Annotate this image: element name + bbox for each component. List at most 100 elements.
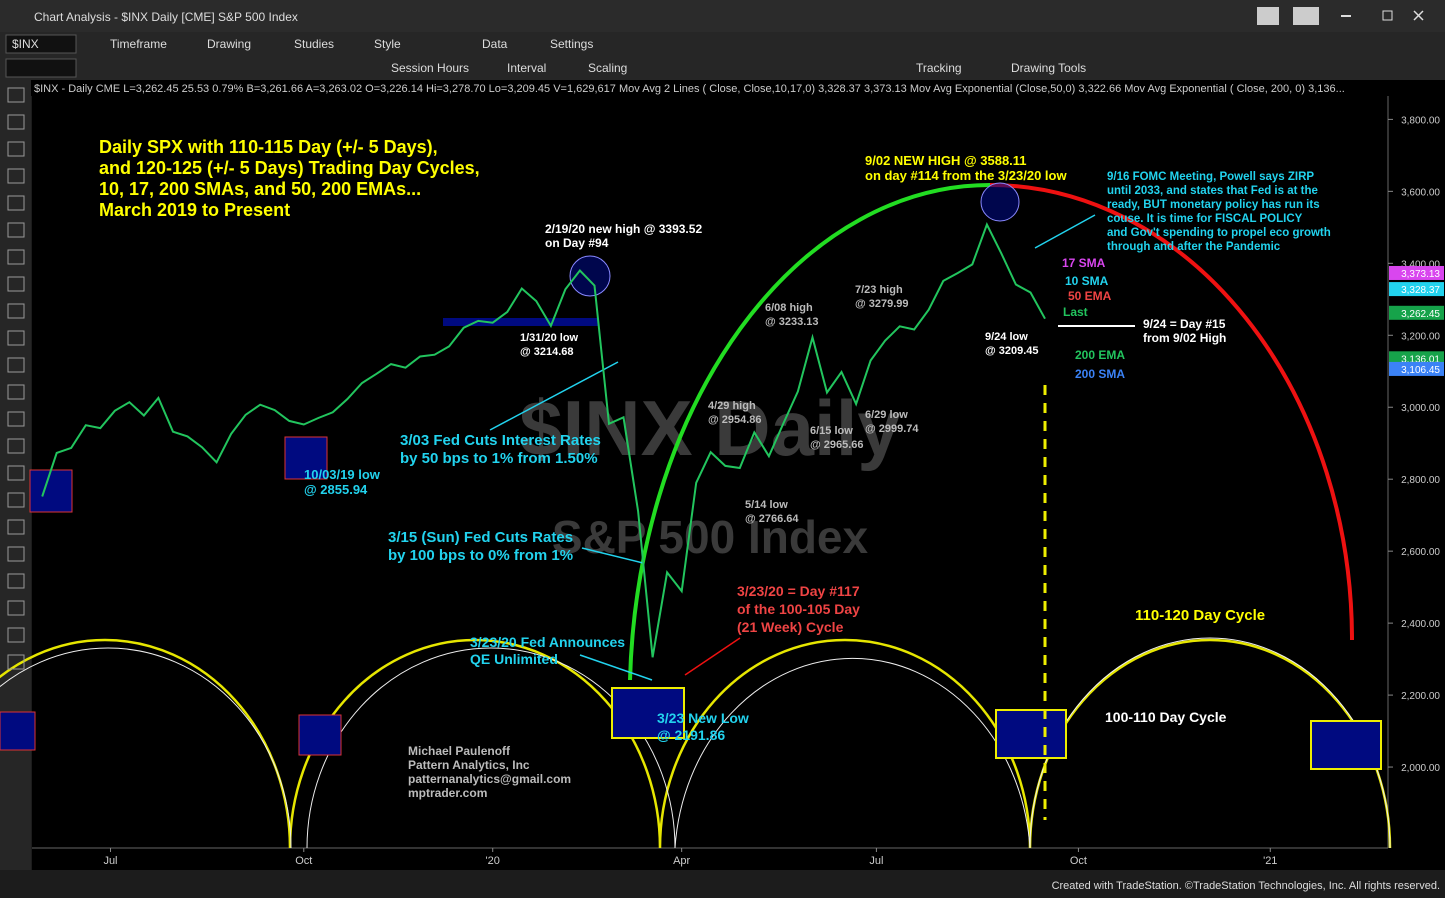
annotation: 10, 17, 200 SMAs, and 50, 200 EMAs... — [99, 179, 421, 199]
toolbar-item[interactable]: Scaling — [588, 61, 627, 75]
tool-icon[interactable] — [7, 141, 25, 157]
left-toolbar — [0, 80, 31, 870]
status-line: $INX - Daily CME L=3,262.45 25.53 0.79% … — [34, 83, 1345, 95]
pointer — [684, 637, 741, 676]
price-line — [41, 221, 1046, 658]
annotation: by 50 bps to 1% from 1.50% — [400, 450, 598, 467]
tool-icon[interactable] — [7, 654, 25, 670]
y-tick-label: 3,400.00 — [1401, 259, 1440, 270]
annotation: until 2033, and states that Fed is at th… — [1107, 185, 1318, 197]
annotation: 3/03 Fed Cuts Interest Rates — [400, 432, 601, 449]
menu-item[interactable]: Data — [482, 37, 508, 51]
toolbar-item[interactable]: Drawing Tools — [1011, 61, 1086, 75]
box — [443, 318, 598, 326]
price-flag — [1389, 265, 1444, 280]
tool-icon[interactable] — [7, 276, 25, 292]
pointers — [489, 214, 1096, 681]
tool-icon[interactable] — [7, 438, 25, 454]
tool-icon[interactable] — [7, 114, 25, 130]
annotation: 10 SMA — [1065, 274, 1109, 288]
tool-icon[interactable] — [7, 411, 25, 427]
interval-box[interactable] — [5, 58, 77, 78]
toolbar-item[interactable]: Interval — [507, 61, 546, 75]
close[interactable] — [1413, 10, 1424, 21]
price-flag-label: 3,328.37 — [1401, 285, 1440, 296]
menu-item[interactable]: Studies — [294, 37, 334, 51]
x-tick-label: Apr — [673, 855, 690, 867]
y-tick-label: 3,800.00 — [1401, 115, 1440, 126]
box — [1310, 720, 1382, 770]
annotation: @ 3214.68 — [520, 346, 574, 358]
annotation: @ 2855.94 — [304, 482, 368, 497]
annotation: @ 3279.99 — [855, 298, 909, 310]
title-bar — [0, 0, 1445, 32]
box — [298, 714, 342, 756]
status-bg — [0, 80, 1445, 96]
toolbar-item[interactable]: Tracking — [916, 61, 962, 75]
high-circle — [569, 255, 611, 297]
annotation: on day #114 from the 3/23/20 low — [865, 168, 1067, 183]
tool-icon[interactable] — [7, 465, 25, 481]
tool-icon[interactable] — [7, 195, 25, 211]
tool-icon[interactable] — [7, 492, 25, 508]
annotation: by 100 bps to 0% from 1% — [388, 547, 573, 564]
maximize[interactable] — [1382, 10, 1393, 21]
annotation: @ 2954.86 — [708, 414, 762, 426]
annotation: 9/02 NEW HIGH @ 3588.11 — [865, 153, 1027, 168]
menu-item[interactable]: Timeframe — [110, 37, 167, 51]
annotation: ready, BUT monetary policy has run its — [1107, 199, 1320, 211]
tool-icon[interactable] — [7, 87, 25, 103]
annotation: Daily SPX with 110-115 Day (+/- 5 Days), — [99, 137, 438, 157]
annotation: 9/24 = Day #15 — [1143, 317, 1226, 331]
price-flag-label: 3,262.45 — [1401, 309, 1440, 320]
minimize[interactable] — [1341, 15, 1351, 17]
pointer — [579, 654, 653, 681]
annotation: (21 Week) Cycle — [737, 619, 844, 635]
pointer — [489, 361, 619, 431]
cycle-boxes — [0, 318, 1382, 770]
menu-item[interactable]: Drawing — [207, 37, 251, 51]
annotation: 100-110 Day Cycle — [1105, 709, 1227, 725]
tool-icon[interactable] — [7, 573, 25, 589]
high-circle — [980, 182, 1020, 222]
x-tick-label: '21 — [1263, 855, 1277, 867]
tool-icon[interactable] — [7, 357, 25, 373]
price-flag — [1389, 361, 1444, 376]
tool-icon[interactable] — [7, 627, 25, 643]
annotation: Michael Paulenoff — [408, 744, 511, 758]
menu-item[interactable]: Style — [374, 37, 401, 51]
price-flag — [1389, 282, 1444, 297]
tool-icon[interactable] — [7, 168, 25, 184]
annotation: 200 SMA — [1075, 367, 1125, 381]
tool-icon[interactable] — [7, 249, 25, 265]
toolbar-item[interactable]: Session Hours — [391, 61, 469, 75]
symbol: $INX — [12, 37, 39, 51]
annotation: @ 2965.66 — [810, 439, 864, 451]
tool-icon[interactable] — [7, 600, 25, 616]
annotation: 7/23 high — [855, 284, 903, 296]
annotation: through and after the Pandemic — [1107, 241, 1281, 253]
annotation: 110-120 Day Cycle — [1135, 607, 1265, 624]
pointer — [581, 547, 644, 564]
btn-i[interactable] — [1293, 7, 1319, 25]
y-tick-label: 2,800.00 — [1401, 475, 1440, 486]
tool-icon[interactable] — [7, 519, 25, 535]
annotation: 5/14 low — [745, 499, 788, 511]
red-arc — [989, 183, 1354, 641]
menu-item[interactable]: Settings — [550, 37, 593, 51]
tool-icon[interactable] — [7, 384, 25, 400]
tool-icon[interactable] — [7, 330, 25, 346]
annotation: Pattern Analytics, Inc — [408, 758, 530, 772]
btn-s[interactable] — [1257, 7, 1279, 25]
annotation: 3/15 (Sun) Fed Cuts Rates — [388, 529, 573, 546]
tool-icon[interactable] — [7, 222, 25, 238]
symbol-box[interactable] — [5, 34, 77, 54]
window-title: Chart Analysis - $INX Daily [CME] S&P 50… — [34, 10, 298, 24]
tool-icon[interactable] — [7, 546, 25, 562]
y-tick-label: 3,200.00 — [1401, 331, 1440, 342]
price-flag — [1389, 351, 1444, 366]
tool-icon[interactable] — [7, 303, 25, 319]
y-tick-label: 2,400.00 — [1401, 619, 1440, 630]
y-tick-label: 2,600.00 — [1401, 547, 1440, 558]
annotation: and Gov't spending to propel eco growth — [1107, 227, 1331, 239]
